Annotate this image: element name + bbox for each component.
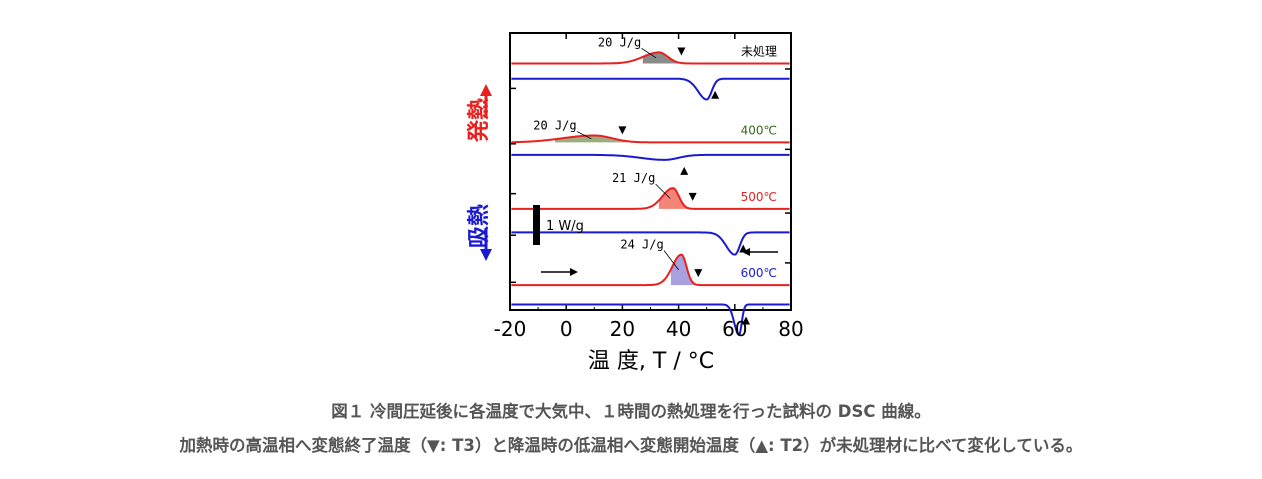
- t3-down-triangle-icon: [618, 126, 627, 135]
- dsc-curves: 20 J/g 未処理 20 J/g 400℃ 21 J/g 500℃ 24 J/g 600℃: [511, 35, 790, 337]
- x-tick-label: 40: [666, 317, 691, 341]
- svg-text:発熱: 発熱: [466, 98, 492, 143]
- svg-text:吸熱: 吸熱: [466, 204, 492, 248]
- x-tick-labels: -20 0 20 40 60 80: [494, 317, 804, 341]
- enthalpy-leader: [663, 250, 679, 271]
- x-tick-label: 60: [722, 317, 747, 341]
- dsc-curve-7: [511, 303, 790, 337]
- enthalpy-label: 20 J/g: [533, 118, 576, 132]
- scale-bar: [533, 205, 540, 245]
- t2-up-triangle-icon: [711, 90, 720, 99]
- peak-area: [670, 254, 695, 286]
- up-arrow-icon: [480, 84, 492, 96]
- enthalpy-leader: [576, 131, 592, 140]
- dsc-curve-6: 24 J/g 600℃: [511, 238, 790, 287]
- enthalpy-label: 24 J/g: [620, 238, 663, 252]
- enthalpy-label: 20 J/g: [598, 35, 641, 49]
- axis-ticks: [509, 33, 792, 310]
- t3-down-triangle-icon: [694, 269, 703, 278]
- endo-label: 吸熱: [466, 204, 492, 261]
- curve-line: [511, 253, 790, 287]
- x-tick-label: 0: [560, 317, 573, 341]
- t2-up-triangle-icon: [680, 166, 689, 175]
- caption-line-1: 図１ 冷間圧延後に各温度で大気中、１時間の熱処理を行った試料の DSC 曲線。: [331, 402, 931, 421]
- cooling-direction-arrow: [742, 248, 778, 256]
- exo-label: 発熱: [466, 84, 492, 143]
- t3-down-triangle-icon: [688, 192, 697, 201]
- series-name: 400℃: [741, 123, 777, 137]
- caption-line-2: 加熱時の高温相へ変態終了温度（▼: T3）と降温時の低温相へ変態開始温度（▲: …: [179, 436, 1083, 455]
- x-tick-label: -20: [494, 317, 527, 341]
- dsc-curve-0: 20 J/g 未処理: [511, 35, 790, 65]
- x-tick-label: 80: [778, 317, 803, 341]
- x-axis-title: 温 度, T / °C: [588, 349, 714, 374]
- curve-line: [511, 153, 790, 161]
- t3-down-triangle-icon: [677, 47, 686, 56]
- heating-direction-arrow: [541, 268, 578, 276]
- dsc-curve-3: [511, 153, 790, 175]
- down-arrow-icon: [480, 249, 492, 261]
- peak-area: [658, 188, 690, 209]
- series-name: 600℃: [741, 266, 777, 280]
- enthalpy-leader: [655, 183, 671, 199]
- enthalpy-leader: [641, 48, 657, 59]
- dsc-curve-2: 20 J/g 400℃: [511, 118, 790, 144]
- curve-line: [511, 231, 790, 256]
- enthalpy-label: 21 J/g: [612, 171, 655, 185]
- x-tick-label: 20: [610, 317, 635, 341]
- curve-line: [511, 187, 790, 210]
- curve-line: [511, 134, 790, 144]
- curve-line: [511, 77, 790, 101]
- curve-line: [511, 303, 790, 337]
- series-name: 未処理: [741, 44, 777, 58]
- dsc-curve-4: 21 J/g 500℃: [511, 171, 790, 210]
- t2-up-triangle-icon: [742, 316, 751, 325]
- series-name: 500℃: [741, 190, 777, 204]
- dsc-curve-1: [511, 77, 790, 101]
- scale-bar-label: 1 W/g: [546, 219, 584, 234]
